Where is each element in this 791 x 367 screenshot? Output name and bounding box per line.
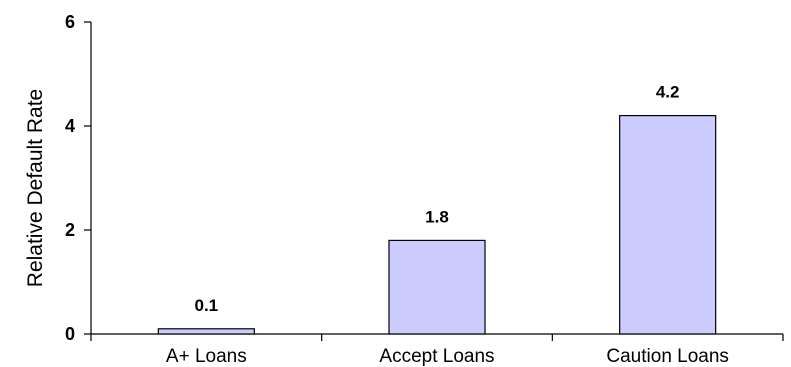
y-axis: 0 2 4 6 (65, 12, 92, 344)
data-label: 1.8 (425, 207, 449, 226)
data-label: 4.2 (656, 83, 680, 102)
y-tick-label: 2 (65, 220, 75, 240)
bars (157, 114, 717, 335)
data-label: 0.1 (195, 296, 219, 315)
bar (157, 328, 255, 335)
y-axis-label: Relative Default Rate (24, 89, 47, 287)
x-tick-label: Caution Loans (606, 346, 729, 367)
y-tick-label: 4 (65, 116, 75, 136)
x-tick-label: A+ Loans (166, 346, 247, 367)
bar (388, 239, 486, 335)
data-labels: 0.1 1.8 4.2 (195, 83, 680, 315)
bar (619, 114, 717, 335)
y-tick-label: 0 (65, 324, 75, 344)
x-tick-label: Accept Loans (379, 346, 494, 367)
y-tick-label: 6 (65, 12, 75, 32)
x-axis: A+ Loans Accept Loans Caution Loans (90, 333, 784, 367)
